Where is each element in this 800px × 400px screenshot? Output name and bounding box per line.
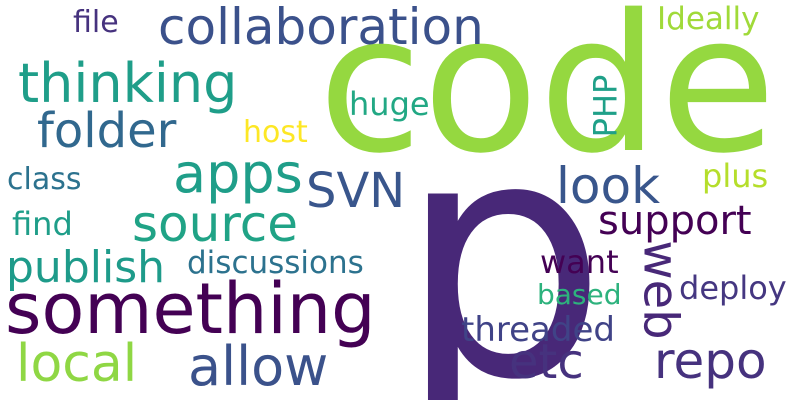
word-thinking: thinking (18, 52, 238, 115)
word-file: file (73, 5, 119, 40)
word-SVN: SVN (306, 163, 406, 219)
word-something: something (5, 268, 376, 350)
word-want: want (540, 243, 619, 281)
word-allow: allow (188, 335, 329, 398)
word-source: source (132, 195, 299, 253)
word-local: local (16, 334, 138, 394)
word-look: look (556, 157, 661, 215)
word-based: based (537, 278, 622, 311)
word-discussions: discussions (187, 245, 364, 281)
word-folder: folder (37, 103, 177, 159)
word-repo: repo (654, 332, 767, 390)
word-etc: etc (509, 334, 584, 390)
word-huge: huge (349, 85, 430, 123)
word-plus: plus (702, 157, 769, 195)
word-collaboration: collaboration (158, 0, 484, 56)
word-PHP: PHP (586, 74, 625, 138)
word-web: web (632, 240, 689, 340)
word-find: find (12, 205, 73, 243)
word-publish: publish (6, 242, 166, 293)
word-apps: apps (173, 142, 303, 205)
word-deploy: deploy (679, 269, 787, 307)
word-code: code (318, 0, 777, 195)
word-p: p (398, 68, 608, 400)
word-host: host (243, 115, 308, 150)
word-Ideally: Ideally (657, 1, 760, 37)
word-support: support (598, 198, 752, 244)
word-class: class (7, 162, 82, 197)
word-threaded: threaded (461, 310, 615, 350)
